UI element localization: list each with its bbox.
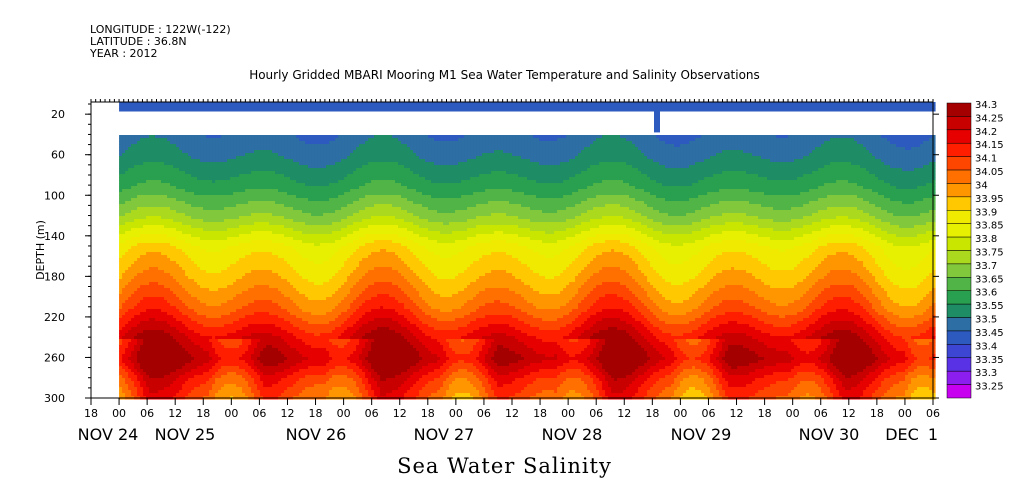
colorbar-swatch	[947, 197, 971, 210]
x-hour-label: 12	[168, 407, 182, 420]
x-hour-label: 00	[112, 407, 126, 420]
colorbar-label: 33.85	[975, 221, 1004, 232]
x-date-label: NOV 28	[542, 425, 603, 444]
y-tick-label: 100	[44, 189, 65, 202]
x-hour-label: 18	[196, 407, 210, 420]
x-date-label: NOV 26	[286, 425, 347, 444]
colorbar-swatch	[947, 385, 971, 398]
x-date-label: NOV 27	[414, 425, 475, 444]
colorbar-label: 33.55	[975, 301, 1004, 312]
x-hour-label: 00	[337, 407, 351, 420]
x-hour-label: 18	[84, 407, 98, 420]
colorbar-label: 34.05	[975, 167, 1004, 178]
colorbar-label: 33.75	[975, 248, 1004, 259]
colorbar-swatch	[947, 224, 971, 237]
x-date-label: NOV 30	[799, 425, 860, 444]
colorbar-label: 33.25	[975, 382, 1004, 393]
y-tick-label: 20	[51, 108, 65, 121]
colorbar-label: 34.2	[975, 127, 997, 138]
colorbar-swatch	[947, 251, 971, 264]
y-tick-label: 260	[44, 351, 65, 364]
colorbar-label: 33.4	[975, 341, 997, 352]
colorbar-label: 33.45	[975, 328, 1004, 339]
y-tick-label: 300	[44, 392, 65, 405]
variable-label: Sea Water Salinity	[0, 454, 1009, 478]
x-hour-label: 00	[561, 407, 575, 420]
colorbar-label: 34.25	[975, 113, 1004, 124]
colorbar-swatch	[947, 130, 971, 143]
x-date-label: 1	[928, 425, 938, 444]
x-date-label: NOV 29	[671, 425, 732, 444]
y-tick-label: 180	[44, 270, 65, 283]
x-hour-label: 00	[673, 407, 687, 420]
x-hour-label: 18	[421, 407, 435, 420]
x-hour-label: 18	[758, 407, 772, 420]
colorbar-swatch	[947, 237, 971, 250]
colorbar-swatch	[947, 318, 971, 331]
x-hour-label: 12	[617, 407, 631, 420]
x-hour-label: 12	[730, 407, 744, 420]
x-hour-label: 06	[252, 407, 266, 420]
x-date-label: NOV 25	[155, 425, 216, 444]
colorbar-label: 33.5	[975, 315, 997, 326]
x-hour-label: 12	[505, 407, 519, 420]
x-hour-label: 00	[449, 407, 463, 420]
y-tick-label: 140	[44, 230, 65, 243]
colorbar-label: 33.3	[975, 368, 997, 379]
x-hour-label: 06	[814, 407, 828, 420]
x-hour-label: 00	[898, 407, 912, 420]
colorbar-swatch	[947, 143, 971, 156]
gap-sensor-bar	[654, 108, 660, 132]
colorbar-swatch	[947, 358, 971, 371]
x-hour-label: 12	[842, 407, 856, 420]
x-hour-label: 00	[786, 407, 800, 420]
colorbar-label: 33.9	[975, 207, 997, 218]
colorbar-label: 34.3	[975, 100, 997, 111]
x-hour-label: 12	[280, 407, 294, 420]
x-hour-label: 06	[140, 407, 154, 420]
x-hour-label: 18	[645, 407, 659, 420]
colorbar-swatch	[947, 291, 971, 304]
colorbar-label: 33.8	[975, 234, 997, 245]
x-hour-label: 18	[309, 407, 323, 420]
colorbar-swatch	[947, 304, 971, 317]
y-tick-label: 60	[51, 149, 65, 162]
colorbar-swatch	[947, 264, 971, 277]
x-hour-label: 06	[701, 407, 715, 420]
colorbar-label: 33.65	[975, 274, 1004, 285]
x-date-label: NOV 24	[78, 425, 139, 444]
x-hour-label: 12	[393, 407, 407, 420]
colorbar-swatch	[947, 116, 971, 129]
colorbar-swatch	[947, 371, 971, 384]
y-tick-label: 220	[44, 311, 65, 324]
colorbar-label: 34.1	[975, 154, 997, 165]
x-hour-label: 00	[224, 407, 238, 420]
colorbar-swatch	[947, 157, 971, 170]
colorbar-label: 33.95	[975, 194, 1004, 205]
x-hour-label: 06	[477, 407, 491, 420]
colorbar-swatch	[947, 103, 971, 116]
x-hour-label: 06	[365, 407, 379, 420]
colorbar-swatch	[947, 344, 971, 357]
colorbar-label: 33.6	[975, 288, 997, 299]
colorbar-label: 34.15	[975, 140, 1004, 151]
x-date-label: DEC	[885, 425, 919, 444]
colorbar-label: 34	[975, 180, 988, 191]
colorbar-swatch	[947, 331, 971, 344]
x-hour-label: 06	[589, 407, 603, 420]
x-hour-label: 06	[926, 407, 940, 420]
salinity-field	[119, 102, 936, 400]
colorbar-swatch	[947, 170, 971, 183]
colorbar-swatch	[947, 210, 971, 223]
x-hour-label: 18	[533, 407, 547, 420]
colorbar-swatch	[947, 183, 971, 196]
colorbar-label: 33.35	[975, 355, 1004, 366]
y-axis-label: DEPTH (m)	[34, 220, 47, 280]
colorbar-label: 33.7	[975, 261, 997, 272]
colorbar-swatch	[947, 277, 971, 290]
x-hour-label: 18	[870, 407, 884, 420]
